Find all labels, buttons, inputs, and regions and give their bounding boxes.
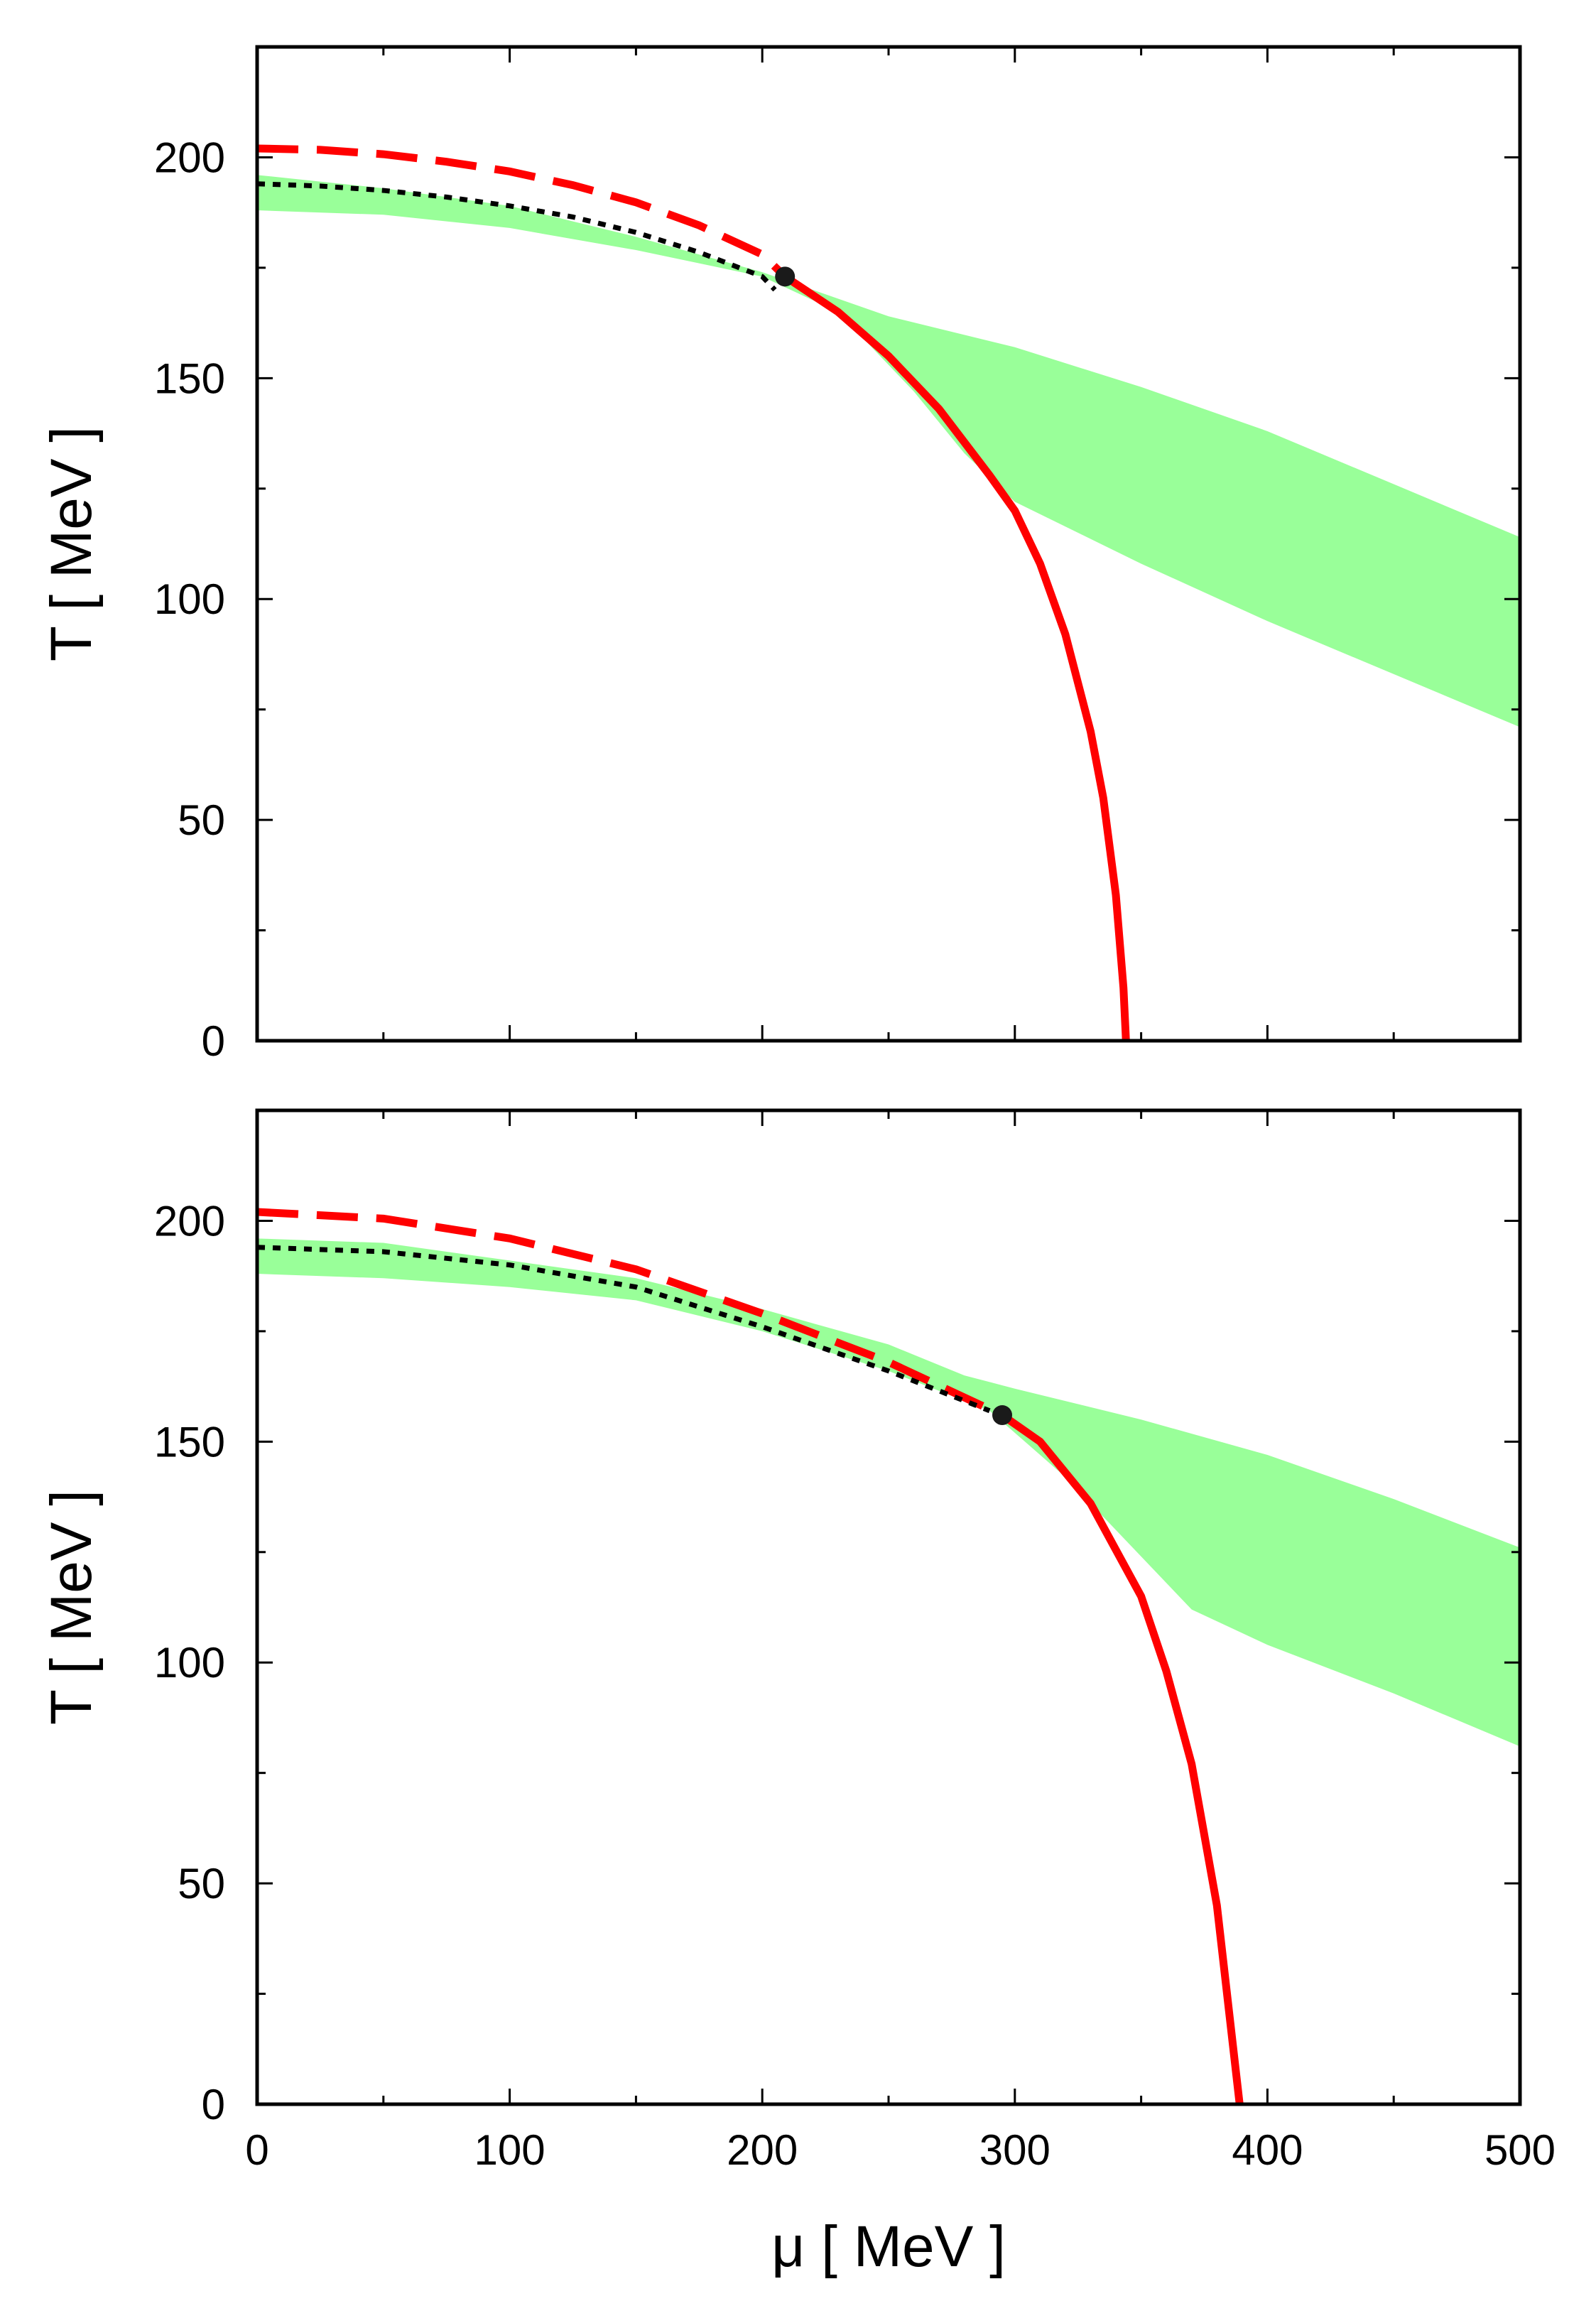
critical-point: [775, 266, 796, 287]
y-tick-label: 0: [202, 1017, 225, 1065]
y-tick-label: 150: [154, 1418, 225, 1466]
x-axis-title: μ [ MeV ]: [771, 2214, 1006, 2279]
y-tick-label: 50: [178, 796, 225, 844]
y-tick-label: 150: [154, 354, 225, 402]
critical-point: [992, 1405, 1013, 1426]
bottom-panel: 0 100 200 300 400 500 0 50 100 150 200 T [ MeV ] μ […: [39, 1108, 1556, 2279]
x-tick-label: 100: [474, 2126, 545, 2174]
y-tick-label: 100: [154, 1639, 225, 1687]
solid-red-curve: [783, 273, 1130, 1041]
y-tick-label: 0: [202, 2081, 225, 2128]
dashed-red-curve: [257, 1208, 1004, 1419]
x-tick-label: 0: [245, 2126, 268, 2174]
green-band: [257, 175, 1520, 727]
x-tick-label: 500: [1484, 2126, 1556, 2174]
solid-red-curve: [999, 1412, 1244, 2104]
y-tick-label: 200: [154, 134, 225, 181]
y-tick-label: 50: [178, 1860, 225, 1907]
x-tick-label: 300: [979, 2126, 1051, 2174]
dotted-black-curve: [257, 181, 777, 292]
x-tick-label: 400: [1232, 2126, 1303, 2174]
y-axis-title: T [ MeV ]: [39, 426, 104, 661]
green-band: [257, 1238, 1520, 1747]
top-panel: 0 50 100 150 200 T [ MeV ]: [39, 45, 1522, 1065]
x-tick-label: 200: [727, 2126, 798, 2174]
dashed-red-curve: [257, 144, 788, 280]
y-tick-label: 200: [154, 1197, 225, 1245]
y-axis-title: T [ MeV ]: [39, 1490, 104, 1725]
y-tick-label: 100: [154, 575, 225, 623]
dotted-black-curve: [257, 1245, 991, 1414]
